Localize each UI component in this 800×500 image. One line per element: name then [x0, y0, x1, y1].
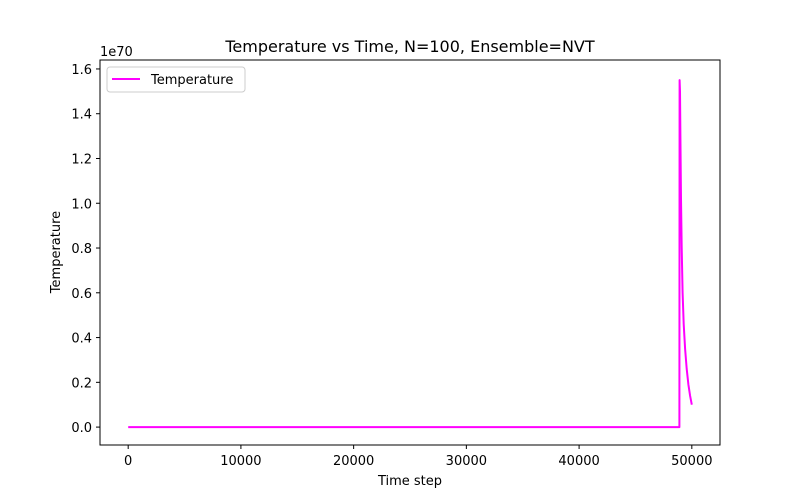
y-axis: 0.0 0.2 0.4 0.6 0.8 1.0 1.2 1.4 1.6 [71, 63, 100, 436]
chart-title: Temperature vs Time, N=100, Ensemble=NVT [224, 37, 595, 56]
y-tick-label: 1.6 [71, 63, 92, 78]
plot-series [128, 79, 693, 429]
legend-label: Temperature [150, 73, 233, 88]
y-tick-label: 1.4 [71, 108, 92, 123]
y-tick-label: 0.6 [71, 287, 92, 302]
x-axis-label: Time step [377, 474, 442, 489]
x-tick-label: 30000 [446, 454, 487, 469]
series-line-temperature [128, 79, 693, 429]
x-tick-label: 40000 [558, 454, 599, 469]
x-tick-label: 20000 [333, 454, 374, 469]
x-tick-label: 0 [124, 454, 132, 469]
x-tick-label: 50000 [671, 454, 712, 469]
x-tick-label: 10000 [220, 454, 261, 469]
y-tick-label: 1.2 [71, 152, 92, 167]
plot-frame [99, 59, 721, 446]
y-tick-label: 0.8 [71, 242, 92, 257]
y-tick-label: 0.4 [71, 332, 92, 347]
y-tick-label: 1.0 [71, 197, 92, 212]
legend: Temperature [106, 66, 246, 93]
y-axis-label: Temperature [49, 211, 64, 294]
y-scale-label: 1e70 [100, 45, 133, 60]
legend-box [106, 66, 246, 93]
y-tick-label: 0.0 [71, 421, 92, 436]
x-axis: 0 10000 20000 30000 40000 50000 [124, 445, 712, 469]
y-tick-label: 0.2 [71, 376, 92, 391]
